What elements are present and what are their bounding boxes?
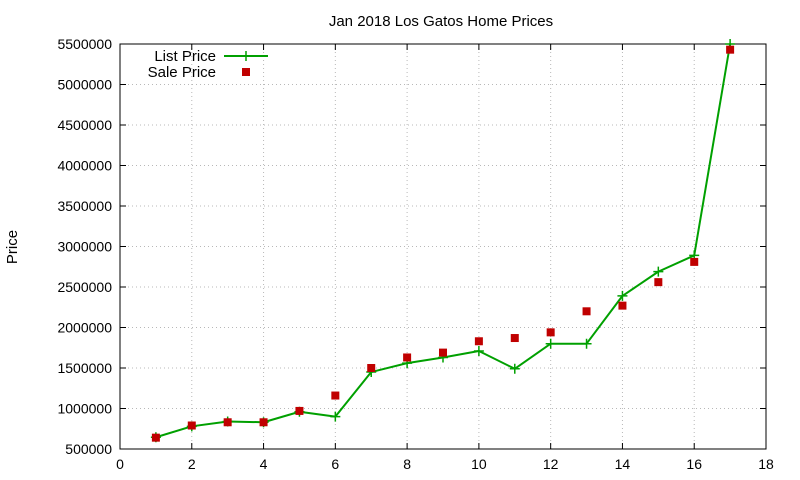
- sale-price-marker: [367, 364, 376, 372]
- x-tick-label: 14: [615, 456, 631, 472]
- sale-price-marker: [331, 391, 340, 400]
- x-tick-label: 0: [116, 456, 124, 472]
- x-tick-label: 8: [403, 456, 411, 472]
- y-tick-label: 2000000: [57, 320, 112, 336]
- x-tick-label: 6: [331, 456, 339, 472]
- y-tick-label: 1500000: [57, 360, 112, 376]
- y-tick-label: 4000000: [57, 158, 112, 174]
- list-price-marker: [581, 338, 592, 349]
- sale-price-marker: [690, 257, 699, 266]
- y-tick-label: 4500000: [57, 117, 112, 133]
- legend-label-sale-price: Sale Price: [148, 64, 216, 81]
- y-tick-label: 5000000: [57, 77, 112, 93]
- x-tick-label: 2: [188, 456, 196, 472]
- sale-price-marker: [546, 328, 555, 337]
- sale-price-marker: [403, 353, 412, 362]
- y-axis-label: Price: [4, 230, 21, 264]
- y-tick-label: 5500000: [57, 36, 112, 52]
- chart-title: Jan 2018 Los Gatos Home Prices: [329, 13, 553, 30]
- sale-price-marker: [582, 307, 591, 316]
- sale-price-marker: [474, 337, 483, 346]
- sale-price-marker: [295, 406, 304, 415]
- list-price-marker: [545, 338, 556, 349]
- x-tick-label: 4: [260, 456, 268, 472]
- y-tick-label: 500000: [65, 441, 112, 457]
- list-price-marker: [330, 411, 341, 422]
- legend-label-list-price: List Price: [154, 48, 216, 65]
- legend: List Price Sale Price: [148, 48, 268, 81]
- sale-price-marker: [726, 45, 735, 54]
- sale-price-marker: [439, 348, 447, 357]
- x-tick-label: 18: [758, 456, 774, 472]
- legend-plus-marker-list-price: [241, 51, 251, 61]
- list-price-marker: [653, 266, 664, 277]
- x-tick-label: 10: [471, 456, 487, 472]
- axis-ticks: 0 2 4 6 8 10 12 14 16 18 500000 1000000 1500000 20000…: [57, 36, 774, 472]
- data-series: [150, 39, 736, 443]
- y-tick-label: 3500000: [57, 198, 112, 214]
- sale-price-marker: [223, 418, 232, 427]
- sale-price-marker: [654, 278, 663, 287]
- legend-square-marker-sale-price: [242, 68, 250, 76]
- sale-price-marker: [187, 421, 196, 430]
- x-tick-label: 16: [686, 456, 702, 472]
- x-tick-label: 12: [543, 456, 559, 472]
- sale-price-marker: [618, 301, 627, 310]
- list-price-marker: [509, 363, 520, 374]
- sale-price-marker: [510, 334, 519, 343]
- sale-price-marker: [259, 418, 268, 427]
- list-price-marker: [473, 345, 484, 356]
- y-tick-label: 1000000: [57, 401, 112, 417]
- y-tick-label: 3000000: [57, 239, 112, 255]
- y-tick-label: 2500000: [57, 279, 112, 295]
- sale-price-marker: [151, 433, 160, 442]
- list-price-marker: [617, 290, 628, 301]
